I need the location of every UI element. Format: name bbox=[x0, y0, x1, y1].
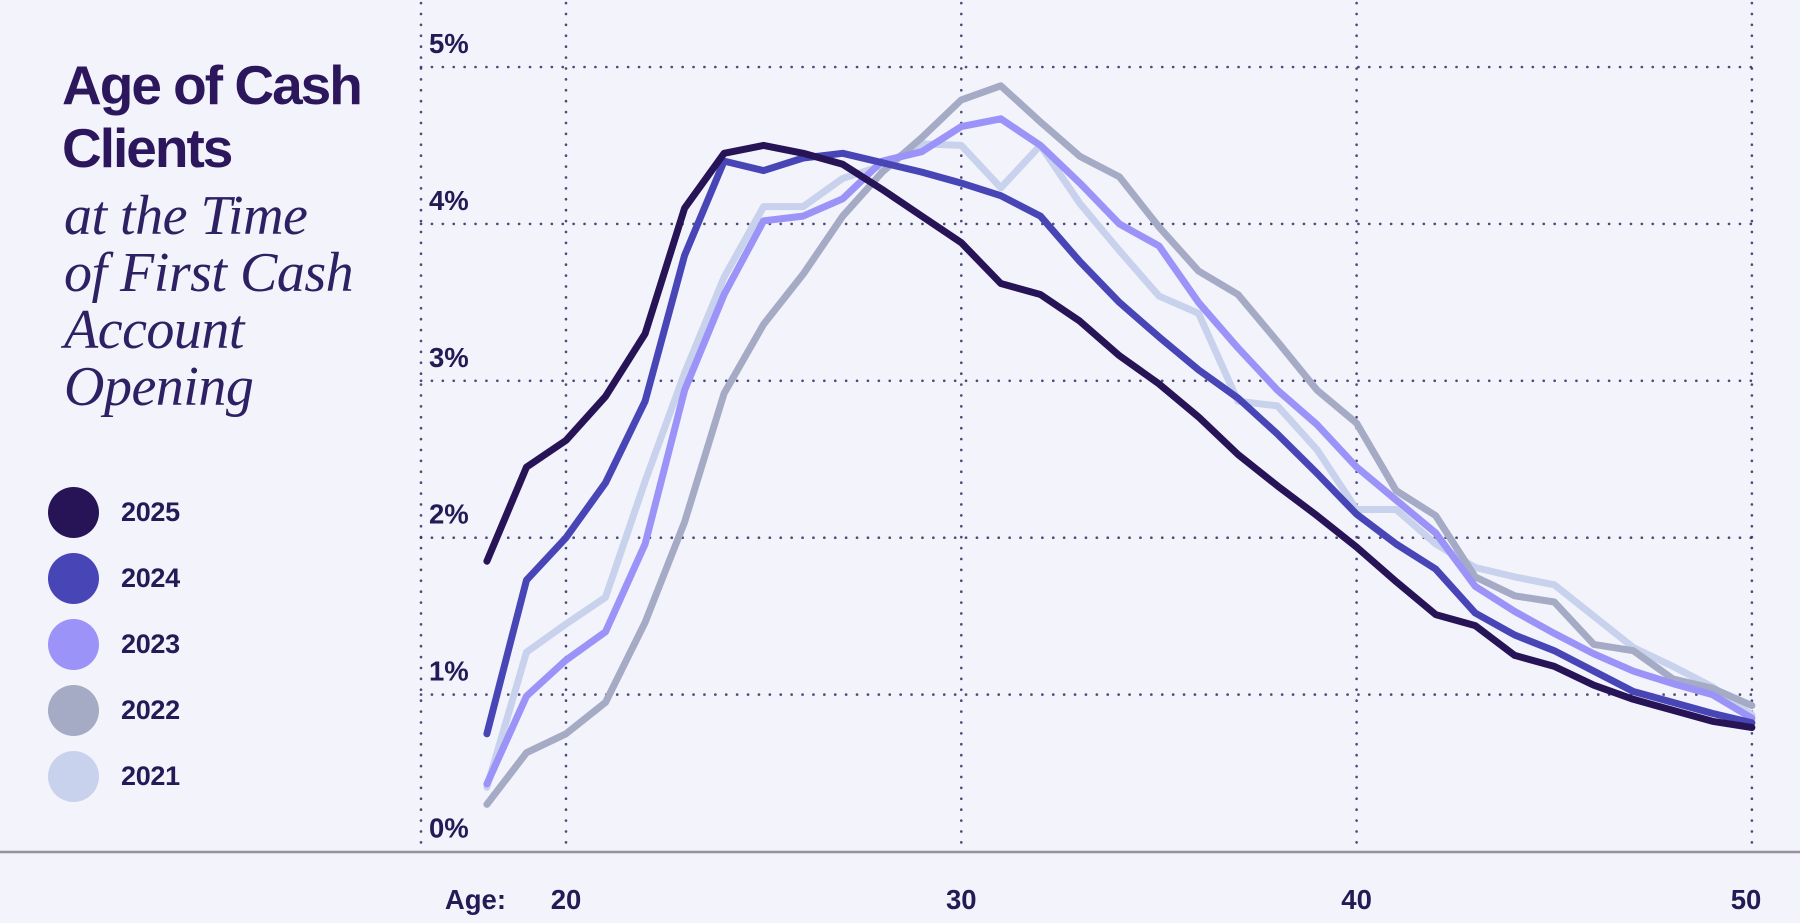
legend-item-2021: 2021 bbox=[48, 751, 180, 802]
series-line-2023 bbox=[483, 115, 1756, 788]
chart-subtitle-line-1: at the Time bbox=[64, 185, 308, 247]
series-line-2025 bbox=[483, 141, 1756, 731]
legend-item-2024: 2024 bbox=[48, 553, 180, 604]
chart-title-line-1: Age of Cash bbox=[62, 54, 363, 116]
legend-year-label: 2021 bbox=[121, 761, 180, 791]
chart-subtitle-line-2: of First Cash bbox=[64, 242, 354, 304]
x-tick-label-20: 20 bbox=[551, 884, 582, 915]
chart-subtitle: at the Time of First Cash Account Opening bbox=[64, 185, 354, 418]
chart-subtitle-line-4: Opening bbox=[64, 356, 254, 418]
x-tick-label-30: 30 bbox=[946, 884, 977, 915]
legend: 2025 2024 2023 2022 2021 bbox=[48, 487, 180, 817]
legend-dot-icon bbox=[48, 619, 99, 670]
y-tick-label-3%: 3% bbox=[429, 342, 469, 373]
legend-year-label: 2025 bbox=[121, 497, 180, 527]
legend-year-label: 2024 bbox=[121, 563, 180, 593]
x-axis-title: Age: bbox=[445, 884, 506, 915]
x-tick-label-50: 50 bbox=[1731, 884, 1762, 915]
legend-item-2022: 2022 bbox=[48, 685, 180, 736]
chart-title: Age of Cash Clients bbox=[62, 54, 363, 180]
series-line-2024 bbox=[483, 149, 1756, 738]
legend-year-label: 2022 bbox=[121, 695, 180, 725]
legend-dot-icon bbox=[48, 685, 99, 736]
y-tick-label-4%: 4% bbox=[429, 185, 469, 216]
x-tick-label-40: 40 bbox=[1341, 884, 1372, 915]
y-tick-label-2%: 2% bbox=[429, 499, 469, 530]
chart-title-line-2: Clients bbox=[62, 117, 233, 179]
chart-subtitle-line-3: Account bbox=[64, 299, 244, 361]
series-line-2021 bbox=[483, 140, 1756, 791]
y-tick-label-0%: 0% bbox=[429, 813, 469, 844]
legend-dot-icon bbox=[48, 553, 99, 604]
y-tick-label-1%: 1% bbox=[429, 656, 469, 687]
legend-item-2025: 2025 bbox=[48, 487, 180, 538]
y-tick-label-5%: 5% bbox=[429, 28, 469, 59]
legend-dot-icon bbox=[48, 751, 99, 802]
legend-dot-icon bbox=[48, 487, 99, 538]
series-line-2022 bbox=[483, 82, 1756, 808]
legend-year-label: 2023 bbox=[121, 629, 180, 659]
legend-item-2023: 2023 bbox=[48, 619, 180, 670]
